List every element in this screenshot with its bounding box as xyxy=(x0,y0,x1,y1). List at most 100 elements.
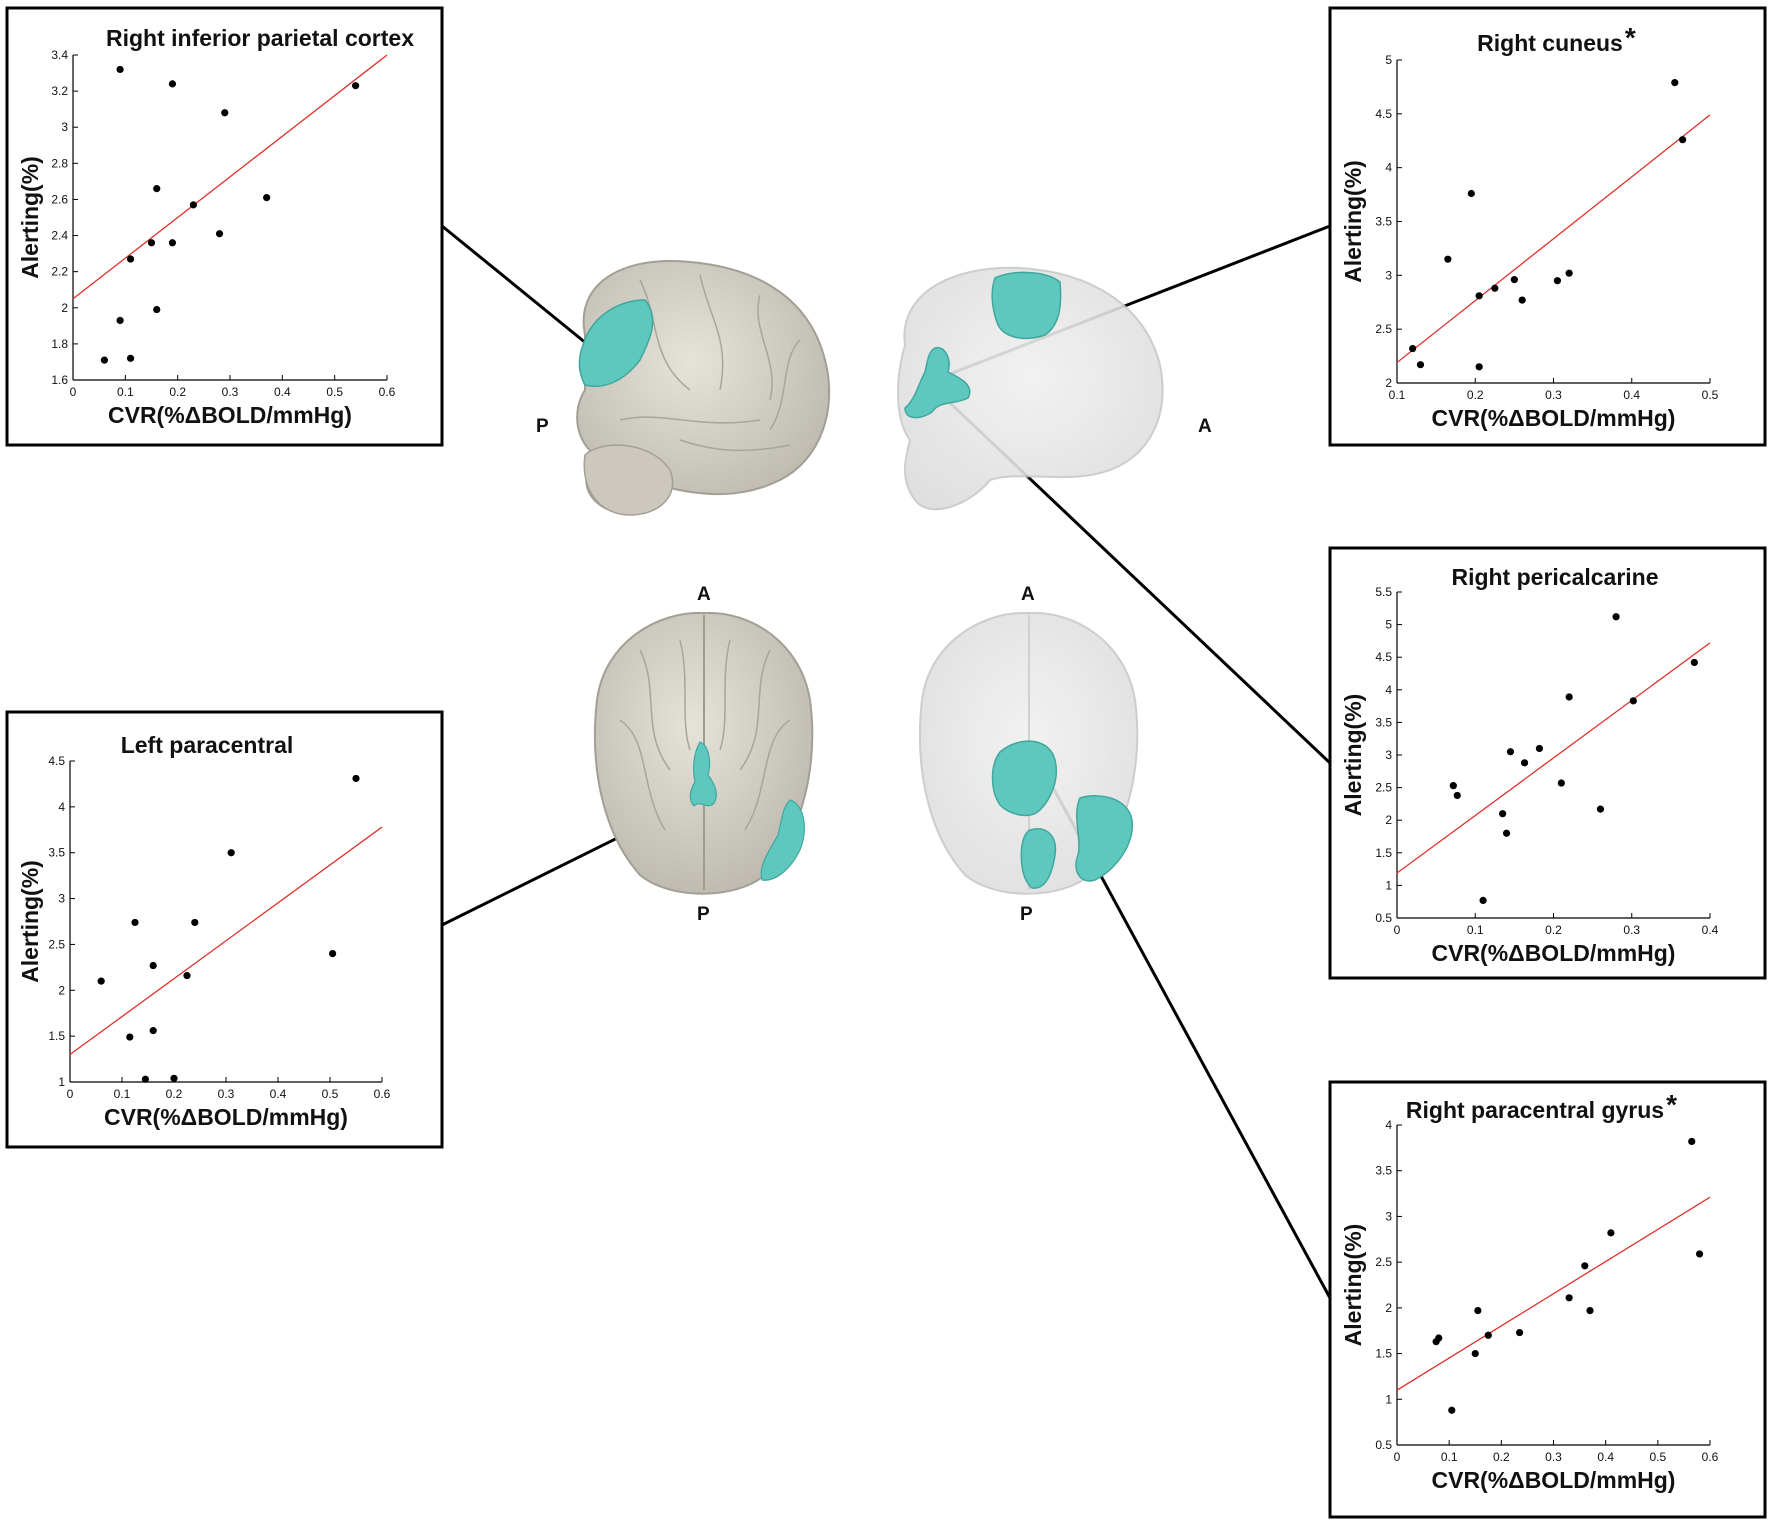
data-point xyxy=(263,194,271,202)
data-point xyxy=(1565,269,1573,277)
data-point xyxy=(1607,1229,1615,1237)
data-point xyxy=(141,1075,149,1083)
data-point xyxy=(116,316,124,325)
fit-line xyxy=(1396,114,1711,364)
x-tick-label: 0.4 xyxy=(1702,923,1719,937)
panel-frame xyxy=(5,710,444,1149)
y-tick-label: 3 xyxy=(58,892,65,906)
panel-frame xyxy=(1328,6,1767,447)
data-point xyxy=(1515,1328,1524,1337)
x-tick-label: 0.4 xyxy=(274,385,291,399)
data-point xyxy=(149,1027,157,1035)
x-axis-label: CVR(%ΔBOLD/mmHg) xyxy=(1432,405,1676,431)
data-point xyxy=(1453,791,1461,800)
x-tick-label: 0 xyxy=(67,1087,74,1101)
y-tick-label: 3.5 xyxy=(48,846,65,860)
brain-axial-glass-region-central xyxy=(991,740,1057,817)
brain-lateral-glass-outline xyxy=(897,266,1164,511)
y-axis-label: Alerting(%) xyxy=(1340,1224,1366,1347)
orient-left-axial-bottom: P xyxy=(697,904,710,925)
data-point xyxy=(1502,829,1511,837)
data-point xyxy=(1581,1262,1589,1270)
significance-star: * xyxy=(1625,22,1636,53)
data-point xyxy=(168,239,177,247)
data-point xyxy=(168,80,177,88)
x-tick-label: 0.2 xyxy=(169,385,186,399)
brain-axial-glass-region-lateral xyxy=(1075,795,1133,882)
data-point xyxy=(1491,284,1499,292)
fit-line xyxy=(69,826,383,1056)
x-tick-label: 0.6 xyxy=(379,385,396,399)
chart-title: Right pericalcarine xyxy=(1451,564,1658,590)
x-tick-label: 0.6 xyxy=(374,1087,391,1101)
chart-title: Right inferior parietal cortex xyxy=(106,25,414,51)
y-tick-label: 4 xyxy=(1385,683,1392,697)
x-tick-label: 0 xyxy=(1394,923,1401,937)
brain-lateral-solid-sulci xyxy=(619,274,801,452)
x-tick-label: 0.4 xyxy=(1623,388,1640,402)
y-tick-label: 4.5 xyxy=(48,754,65,768)
brain-axial-glass-region-lower xyxy=(1020,828,1057,889)
data-point xyxy=(1474,1307,1482,1315)
x-tick-label: 0 xyxy=(1394,1450,1401,1464)
panel-frame xyxy=(5,6,444,447)
x-tick-label: 0.5 xyxy=(1649,1450,1666,1464)
x-tick-label: 0.1 xyxy=(1467,923,1484,937)
chart-title: Right cuneus xyxy=(1477,30,1623,56)
data-point xyxy=(1435,1334,1443,1342)
data-point xyxy=(126,1033,134,1041)
x-tick-label: 0.2 xyxy=(1493,1450,1510,1464)
orient-right-axial-bottom: P xyxy=(1020,904,1033,925)
y-tick-label: 2 xyxy=(1385,1301,1392,1315)
data-point xyxy=(215,230,224,238)
y-tick-label: 1.8 xyxy=(51,337,68,351)
x-tick-label: 0.4 xyxy=(1597,1450,1614,1464)
x-tick-label: 0.5 xyxy=(322,1087,339,1101)
brain-lateral-glass-region-top xyxy=(991,271,1062,340)
chart-panel-lpara: 0 0.1 0.2 0.3 0.4 0.5 0.6 1 1.5 2 2.5 3 3.5 4 4.5 Left … xyxy=(5,710,444,1149)
data-point xyxy=(147,239,156,247)
y-tick-label: 0.5 xyxy=(1375,911,1392,925)
x-axis-label: CVR(%ΔBOLD/mmHg) xyxy=(108,402,352,428)
x-axis-label: CVR(%ΔBOLD/mmHg) xyxy=(1432,1467,1676,1493)
data-point xyxy=(352,774,360,783)
y-tick-label: 2.5 xyxy=(1375,1255,1392,1269)
y-tick-label: 2.5 xyxy=(1375,781,1392,795)
chart-title: Left paracentral xyxy=(121,732,294,758)
y-tick-label: 4.5 xyxy=(1375,650,1392,664)
data-point xyxy=(189,201,197,209)
data-point xyxy=(1467,189,1475,198)
y-tick-label: 4 xyxy=(1385,1118,1392,1132)
x-tick-label: 0.2 xyxy=(1545,923,1562,937)
fit-line xyxy=(1396,642,1711,874)
orient-right-axial-top: A xyxy=(1021,584,1035,605)
y-axis-label: Alerting(%) xyxy=(17,156,43,279)
y-tick-label: 2 xyxy=(1385,376,1392,390)
x-tick-label: 0.5 xyxy=(326,385,343,399)
y-tick-label: 4.5 xyxy=(1375,107,1392,121)
y-tick-label: 5 xyxy=(1385,53,1392,67)
chart-panel-rparag: 0 0.1 0.2 0.3 0.4 0.5 0.6 0.5 1 1.5 2 2.5 3 3.5 4 Right… xyxy=(1328,1080,1767,1519)
data-point xyxy=(1499,810,1507,818)
data-point xyxy=(1444,255,1452,263)
data-point xyxy=(1471,1349,1479,1358)
chart-panel-rip: 0 0.1 0.2 0.3 0.4 0.5 0.6 1.6 1.8 2 2.2 2.4 2.6 2.8 3 3… xyxy=(5,6,444,447)
chart-panel-rcun: 0.1 0.2 0.3 0.4 0.5 2 2.5 3 3.5 4 4.5 5 Right cuneus… xyxy=(1328,6,1767,447)
y-tick-label: 1 xyxy=(1385,1392,1392,1406)
y-tick-label: 3.4 xyxy=(51,48,68,62)
y-axis-label: Alerting(%) xyxy=(1340,160,1366,283)
data-point xyxy=(352,82,360,90)
y-tick-label: 1.6 xyxy=(51,373,68,387)
x-tick-label: 0.1 xyxy=(117,385,134,399)
data-point xyxy=(1520,759,1529,767)
y-tick-label: 2 xyxy=(58,983,65,997)
connector-rip xyxy=(441,224,593,350)
data-point xyxy=(97,977,105,985)
x-tick-label: 0.2 xyxy=(1467,388,1484,402)
fit-line xyxy=(1396,1196,1711,1391)
y-tick-label: 2 xyxy=(1385,813,1392,827)
y-tick-label: 2.2 xyxy=(51,265,68,279)
chart-panel-rperi: 0 0.1 0.2 0.3 0.4 0.5 1 1.5 2 2.5 3 3.5 4 4.5 5 5.5 Righ… xyxy=(1328,546,1767,980)
brain-axial-solid-region-medial xyxy=(689,741,717,807)
data-point xyxy=(1448,1406,1456,1414)
